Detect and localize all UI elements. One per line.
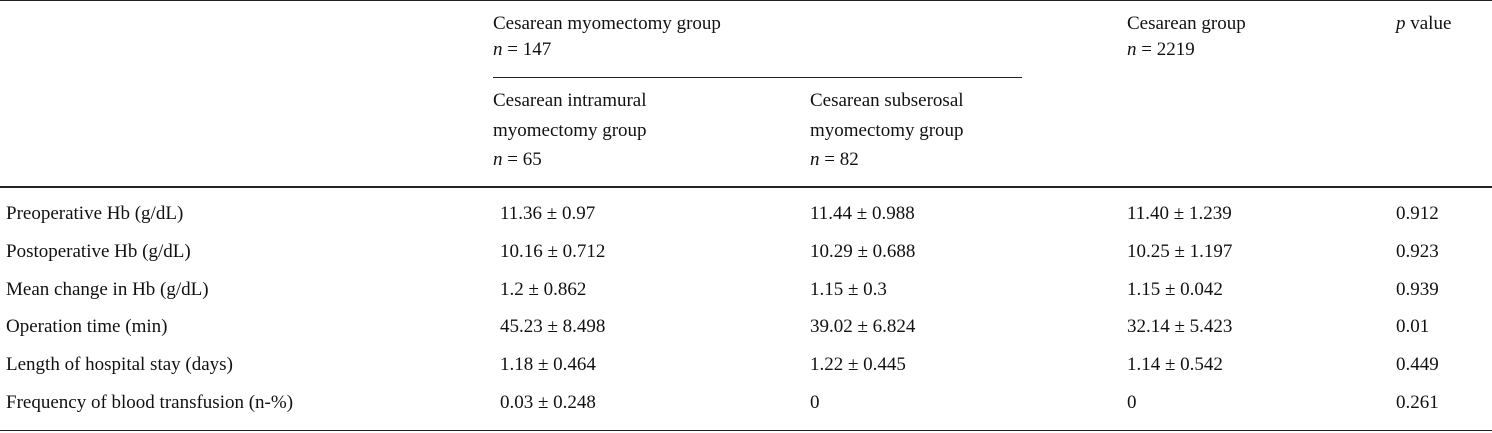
cell: 1.2 ± 0.862 (500, 278, 587, 300)
cell: 0.449 (1396, 354, 1439, 376)
row-label: Frequency of blood transfusion (n-%) (6, 392, 294, 413)
subgroup-n: n = 65 (493, 149, 542, 170)
subgroup-n: n = 82 (810, 149, 859, 170)
cell: 0.03 ± 0.248 (500, 392, 596, 413)
group-n: n = 147 (493, 39, 552, 60)
cell: 11.44 ± 0.988 (810, 203, 915, 224)
subgroup-title: Cesarean intramural (493, 90, 647, 111)
cell: 45.23 ± 8.498 (500, 316, 606, 338)
cell: 1.22 ± 0.445 (810, 354, 906, 376)
subgroup-title: Cesarean subserosal (810, 90, 964, 111)
row-label: Postoperative Hb (g/dL) (6, 240, 191, 262)
cell: 0.261 (1396, 392, 1439, 413)
cell: 39.02 ± 6.824 (810, 316, 916, 338)
cell: 0.923 (1396, 240, 1439, 262)
cell: 1.15 ± 0.042 (1127, 278, 1223, 300)
column-header: p value (1396, 13, 1452, 34)
cell: 1.15 ± 0.3 (810, 278, 887, 300)
subgroup-title: myomectomy group (810, 120, 964, 141)
group-title: Cesarean group (1127, 13, 1246, 34)
cell: 0.939 (1396, 278, 1439, 300)
group-title: Cesarean myomectomy group (493, 13, 721, 34)
row-label: Operation time (min) (6, 316, 168, 338)
cell: 11.40 ± 1.239 (1127, 203, 1232, 224)
cell: 10.29 ± 0.688 (810, 240, 916, 262)
cell: 11.36 ± 0.97 (500, 203, 596, 224)
header-rule (0, 186, 1492, 188)
row-label: Mean change in Hb (g/dL) (6, 278, 209, 300)
cell: 1.18 ± 0.464 (500, 354, 596, 376)
top-rule (0, 0, 1492, 1)
cell: 10.25 ± 1.197 (1127, 240, 1233, 262)
subgroup-title: myomectomy group (493, 120, 647, 141)
cell: 0 (810, 392, 820, 413)
group-n: n = 2219 (1127, 39, 1195, 60)
cell: 10.16 ± 0.712 (500, 240, 606, 262)
cell: 32.14 ± 5.423 (1127, 316, 1233, 338)
group-rule (493, 77, 1022, 78)
row-label: Preoperative Hb (g/dL) (6, 203, 184, 224)
bottom-rule (0, 430, 1492, 431)
cell: 0.912 (1396, 203, 1439, 224)
cell: 0.01 (1396, 316, 1430, 338)
cell: 0 (1127, 392, 1137, 413)
row-label: Length of hospital stay (days) (6, 354, 233, 376)
cell: 1.14 ± 0.542 (1127, 354, 1223, 376)
